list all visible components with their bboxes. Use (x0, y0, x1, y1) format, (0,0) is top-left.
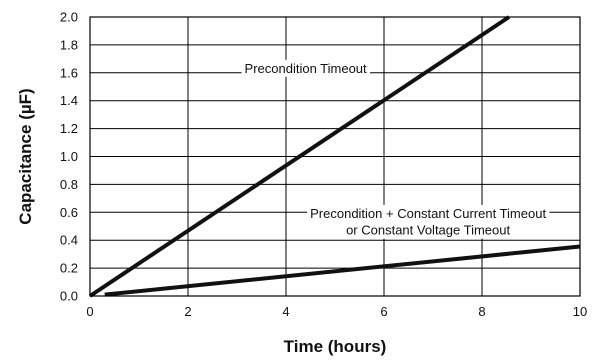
y-tick-label: 0.4 (60, 233, 78, 248)
y-tick-label: 0.6 (60, 205, 78, 220)
x-axis-title: Time (hours) (284, 337, 387, 356)
series-line-0 (88, 15, 511, 298)
x-tick-label: 4 (282, 304, 289, 319)
y-tick-label: 1.0 (60, 149, 78, 164)
x-tick-label: 0 (86, 304, 93, 319)
y-tick-label: 2.0 (60, 10, 78, 25)
x-tick-label: 10 (573, 304, 587, 319)
x-tick-label: 8 (478, 304, 485, 319)
annotation-text: Precondition Timeout (245, 61, 368, 76)
annotation-background (343, 221, 514, 239)
y-tick-label: 1.8 (60, 37, 78, 52)
x-tick-labels: 0 2 4 6 8 10 (86, 304, 587, 319)
y-tick-label: 1.2 (60, 121, 78, 136)
y-tick-labels: 0.0 0.2 0.4 0.6 0.8 1.0 1.2 1.4 1.6 1.8 2.0 (60, 10, 78, 304)
y-tick-label: 0.0 (60, 289, 78, 304)
annotation-0: Precondition Timeout (241, 59, 371, 77)
annotation-background (307, 204, 550, 222)
annotation-1: Precondition + Constant Current Timeout (307, 204, 550, 222)
annotation-text: Precondition + Constant Current Timeout (310, 206, 546, 221)
y-tick-label: 0.8 (60, 177, 78, 192)
series-lines (88, 15, 581, 298)
y-tick-label: 1.4 (60, 93, 78, 108)
y-tick-label: 0.2 (60, 261, 78, 276)
y-axis-title: Capacitance (µF) (16, 88, 35, 224)
y-tick-label: 1.6 (60, 65, 78, 80)
series-line-1 (104, 244, 581, 297)
annotation-2: or Constant Voltage Timeout (343, 221, 514, 239)
x-tick-label: 6 (380, 304, 387, 319)
annotation-background (241, 59, 371, 77)
x-tick-label: 2 (184, 304, 191, 319)
annotation-text: or Constant Voltage Timeout (346, 223, 510, 238)
plot-frame (89, 16, 581, 297)
annotations: Precondition Timeout Precondition + Const… (241, 59, 550, 239)
